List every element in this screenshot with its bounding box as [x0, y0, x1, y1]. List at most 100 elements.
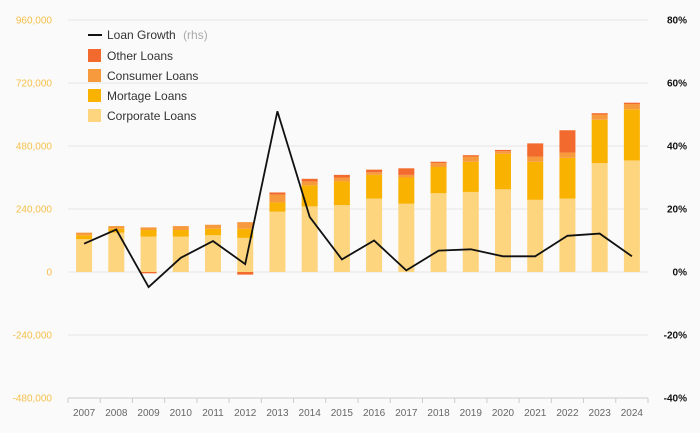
legend-item-corporate-loans: Corporate Loans: [88, 109, 196, 123]
y-axis-right-tick-label: 40%: [667, 142, 687, 153]
bar-consumer-loans: [76, 232, 93, 236]
legend-item-mortage-loans: Mortage Loans: [88, 89, 187, 103]
bar-corporate-loans: [430, 193, 447, 272]
bar-other-loans: [301, 178, 318, 182]
legend-label-other-loans: Other Loans: [107, 49, 173, 63]
bar-consumer-loans: [237, 222, 254, 229]
bar-other-loans: [237, 272, 254, 275]
bar-mortage-loans: [398, 177, 415, 204]
bar-corporate-loans: [527, 199, 544, 272]
legend: Loan Growth (rhs) Other Loans Consumer L…: [88, 28, 208, 123]
x-axis-tick-label: 2022: [556, 408, 579, 419]
bar-mortage-loans: [140, 230, 157, 237]
legend-swatch-other-loans: [88, 49, 101, 62]
bar-mortage-loans: [430, 167, 447, 194]
bar-mortage-loans: [76, 235, 93, 240]
legend-item-other-loans: Other Loans: [88, 49, 173, 63]
bar-other-loans: [269, 192, 286, 195]
x-axis-tick-label: 2008: [105, 408, 128, 419]
x-axis-tick-label: 2023: [589, 408, 612, 419]
x-axis-tick-label: 2015: [331, 408, 354, 419]
bar-mortage-loans: [495, 153, 511, 190]
legend-label-corporate-loans: Corporate Loans: [107, 109, 196, 123]
bar-consumer-loans: [108, 226, 125, 229]
bar-other-loans: [430, 161, 447, 164]
bar-mortage-loans: [527, 161, 544, 200]
bar-other-loans: [333, 174, 350, 178]
bar-other-loans: [591, 113, 608, 115]
bar-corporate-loans: [398, 203, 415, 272]
bar-mortage-loans: [205, 228, 221, 236]
x-axis-tick-label: 2024: [621, 408, 644, 419]
line-loan-growth: [83, 111, 633, 289]
y-axis-left-tick-label: 480,000: [16, 142, 53, 153]
legend-swatch-corporate-loans: [88, 109, 101, 122]
bar-mortage-loans: [269, 202, 286, 212]
bar-corporate-loans: [108, 232, 125, 272]
x-axis-tick-label: 2016: [363, 408, 386, 419]
bar-corporate-loans: [172, 236, 189, 272]
bar-corporate-loans: [366, 198, 383, 272]
x-axis-tick-label: 2021: [524, 408, 547, 419]
bar-other-loans: [398, 168, 415, 175]
x-axis-tick-label: 2011: [202, 408, 224, 419]
bar-other-loans: [366, 169, 383, 173]
y-axis-right-tick-label: -40%: [664, 394, 687, 405]
x-axis-tick-label: 2017: [395, 408, 418, 419]
bar-other-loans: [462, 155, 479, 157]
legend-item-consumer-loans: Consumer Loans: [88, 69, 198, 83]
bar-corporate-loans: [269, 211, 286, 272]
x-axis-tick-label: 2012: [234, 408, 257, 419]
line-series: [83, 111, 633, 289]
bar-mortage-loans: [366, 174, 383, 199]
bar-consumer-loans: [301, 181, 318, 186]
bar-other-loans: [140, 272, 157, 274]
bar-corporate-loans: [140, 236, 157, 272]
x-axis-tick-label: 2018: [427, 408, 450, 419]
bar-consumer-loans: [398, 174, 415, 178]
bar-other-loans: [623, 102, 640, 104]
bar-corporate-loans: [76, 239, 93, 272]
legend-label-loan-growth: Loan Growth: [107, 28, 176, 42]
axes: 960,000 80% 720,000 60% 480,000 40% 240,000 20%…: [13, 16, 688, 420]
bar-consumer-loans: [623, 104, 640, 110]
bar-corporate-loans: [591, 163, 608, 272]
legend-item-loan-growth: Loan Growth (rhs): [88, 28, 208, 42]
legend-label-mortage-loans: Mortage Loans: [107, 89, 187, 103]
bar-corporate-loans: [623, 160, 640, 272]
bar-other-loans: [527, 143, 544, 157]
y-axis-right-tick-label: -20%: [664, 331, 687, 342]
bar-mortage-loans: [623, 109, 640, 161]
y-axis-left-tick-label: 720,000: [16, 79, 53, 90]
bar-corporate-loans: [333, 205, 350, 272]
legend-label-consumer-loans: Consumer Loans: [107, 69, 198, 83]
bar-consumer-loans: [430, 163, 447, 167]
x-axis-tick-label: 2019: [460, 408, 483, 419]
bar-other-loans: [495, 149, 511, 152]
y-axis-right-tick-label: 20%: [667, 205, 687, 216]
bar-corporate-loans: [237, 237, 254, 272]
y-axis-left-tick-label: 0: [46, 268, 52, 279]
bar-consumer-loans: [462, 156, 479, 162]
bar-consumer-loans: [366, 172, 383, 175]
bar-consumer-loans: [205, 224, 221, 229]
bar-consumer-loans: [269, 194, 286, 203]
x-axis-tick-label: 2020: [492, 408, 515, 419]
legend-swatch-consumer-loans: [88, 69, 101, 82]
y-axis-right-tick-label: 60%: [667, 79, 687, 90]
bar-consumer-loans: [591, 114, 608, 120]
bar-mortage-loans: [172, 230, 189, 237]
x-axis-tick-label: 2014: [299, 408, 322, 419]
bar-corporate-loans: [462, 191, 479, 272]
y-axis-right-tick-label: 80%: [667, 16, 687, 27]
bar-mortage-loans: [237, 228, 254, 238]
y-axis-left-tick-label: 240,000: [16, 205, 53, 216]
x-axis-tick-label: 2010: [170, 408, 193, 419]
legend-swatch-mortage-loans: [88, 89, 101, 102]
svg-text:Loan Growth (rhs): Loan Growth (rhs): [107, 28, 208, 42]
y-axis-left-tick-label: -480,000: [13, 394, 53, 405]
y-axis-left-tick-label: -240,000: [13, 331, 53, 342]
y-axis-left-tick-label: 960,000: [16, 16, 53, 27]
legend-label-rhs: (rhs): [183, 28, 208, 42]
